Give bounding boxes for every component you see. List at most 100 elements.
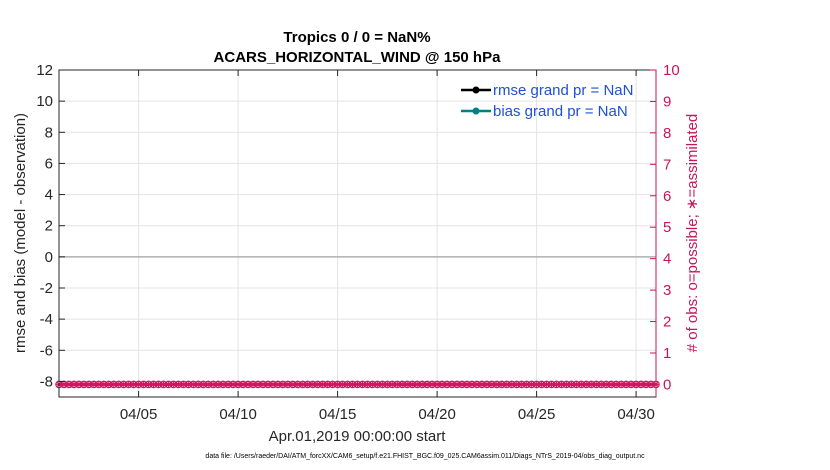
obs-assimilated-point — [368, 380, 376, 388]
obs-assimilated-point — [488, 380, 496, 388]
obs-assimilated-point — [443, 380, 451, 388]
y-left-tick-label: 8 — [45, 124, 53, 141]
obs-assimilated-point — [518, 380, 526, 388]
y-left-tick-label: -4 — [40, 311, 53, 328]
obs-assimilated-point — [622, 380, 630, 388]
x-tick-label: 04/05 — [120, 406, 158, 423]
obs-assimilated-point — [169, 380, 177, 388]
obs-assimilated-point — [60, 380, 68, 388]
obs-assimilated-point — [597, 380, 605, 388]
obs-assimilated-point — [274, 380, 282, 388]
obs-assimilated-point — [140, 380, 148, 388]
obs-assimilated-point — [319, 380, 327, 388]
y-left-tick-label: -8 — [40, 373, 53, 390]
obs-assimilated-point — [473, 380, 481, 388]
obs-assimilated-point — [528, 380, 536, 388]
legend-marker-bias — [472, 107, 480, 115]
obs-assimilated-point — [159, 380, 167, 388]
y-right-tick-label: 9 — [663, 93, 671, 110]
obs-assimilated-point — [244, 380, 252, 388]
y-right-tick-label: 7 — [663, 156, 671, 173]
legend-entry-bias: bias grand pr = NaN — [461, 103, 628, 120]
obs-assimilated-point — [582, 380, 590, 388]
obs-assimilated-point — [398, 380, 406, 388]
obs-assimilated-point — [254, 380, 262, 388]
obs-assimilated-point — [115, 380, 123, 388]
legend-label-rmse: rmse grand pr = NaN — [493, 82, 633, 99]
y-left-tick-label: -6 — [40, 342, 53, 359]
legend: rmse grand pr = NaN bias grand pr = NaN — [461, 82, 633, 120]
obs-assimilated-point — [438, 380, 446, 388]
data-file-footer: data file: /Users/raeder/DAI/ATM_forcXX/… — [205, 453, 645, 460]
x-tick-label: 04/30 — [617, 406, 655, 423]
obs-assimilated-point — [592, 380, 600, 388]
y-right-tick-label: 0 — [663, 376, 671, 393]
obs-assimilated-point — [90, 380, 98, 388]
obs-assimilated-point — [95, 380, 103, 388]
obs-assimilated-point — [423, 380, 431, 388]
obs-assimilated-point — [199, 380, 207, 388]
obs-count-series — [55, 380, 660, 389]
obs-assimilated-point — [642, 380, 650, 388]
y-right-tick-label: 2 — [663, 314, 671, 331]
obs-assimilated-point — [80, 380, 88, 388]
obs-assimilated-point — [627, 380, 635, 388]
y-right-tick-label: 3 — [663, 282, 671, 299]
obs-assimilated-point — [617, 380, 625, 388]
obs-assimilated-point — [309, 380, 317, 388]
legend-entry-rmse: rmse grand pr = NaN — [461, 82, 633, 99]
y-right-tick-label: 8 — [663, 125, 671, 142]
obs-assimilated-point — [189, 380, 197, 388]
obs-assimilated-point — [164, 380, 172, 388]
obs-assimilated-point — [269, 380, 277, 388]
obs-assimilated-point — [413, 380, 421, 388]
obs-assimilated-point — [553, 380, 560, 388]
obs-assimilated-point — [294, 380, 302, 388]
obs-assimilated-point — [299, 380, 307, 388]
x-tick-label: 04/15 — [319, 406, 357, 423]
obs-assimilated-point — [334, 380, 342, 388]
obs-assimilated-point — [587, 380, 595, 388]
y-left-tick-label: 0 — [45, 249, 53, 266]
obs-assimilated-point — [607, 380, 615, 388]
obs-assimilated-point — [249, 380, 257, 388]
legend-marker-rmse — [472, 86, 480, 94]
obs-assimilated-point — [483, 380, 491, 388]
obs-assimilated-point — [174, 380, 182, 388]
obs-assimilated-point — [184, 380, 192, 388]
y-right-tick-label: 5 — [663, 219, 671, 236]
x-axis-label: Apr.01,2019 00:00:00 start — [269, 428, 447, 445]
obs-assimilated-point — [289, 380, 297, 388]
obs-assimilated-point — [85, 380, 93, 388]
obs-assimilated-point — [229, 380, 237, 388]
y-axis-left: 12 10 8 6 4 2 0 -2 -4 -6 -8 — [36, 62, 65, 390]
obs-assimilated-point — [209, 380, 217, 388]
obs-assimilated-point — [100, 380, 108, 388]
obs-assimilated-point — [543, 380, 551, 388]
obs-assimilated-point — [150, 380, 158, 388]
y-left-tick-label: 10 — [36, 93, 53, 110]
obs-assimilated-point — [523, 380, 531, 388]
obs-assimilated-point — [259, 380, 267, 388]
obs-assimilated-point — [408, 380, 416, 388]
obs-assimilated-point — [234, 380, 242, 388]
obs-assimilated-point — [577, 380, 585, 388]
legend-label-bias: bias grand pr = NaN — [493, 103, 628, 120]
obs-assimilated-point — [468, 380, 476, 388]
obs-assimilated-point — [493, 380, 501, 388]
y-axis-left-label: rmse and bias (model - observation) — [12, 113, 29, 353]
obs-assimilated-point — [433, 380, 441, 388]
y-right-tick-label: 4 — [663, 251, 671, 268]
obs-assimilated-point — [239, 380, 247, 388]
x-tick-label: 04/20 — [418, 406, 456, 423]
obs-assimilated-point — [418, 380, 426, 388]
x-tick-label: 04/10 — [219, 406, 257, 423]
y-left-tick-label: 6 — [45, 155, 53, 172]
obs-assimilated-point — [373, 380, 381, 388]
obs-assimilated-point — [378, 380, 386, 388]
obs-assimilated-point — [120, 380, 128, 388]
obs-assimilated-point — [284, 380, 292, 388]
obs-assimilated-point — [105, 380, 113, 388]
